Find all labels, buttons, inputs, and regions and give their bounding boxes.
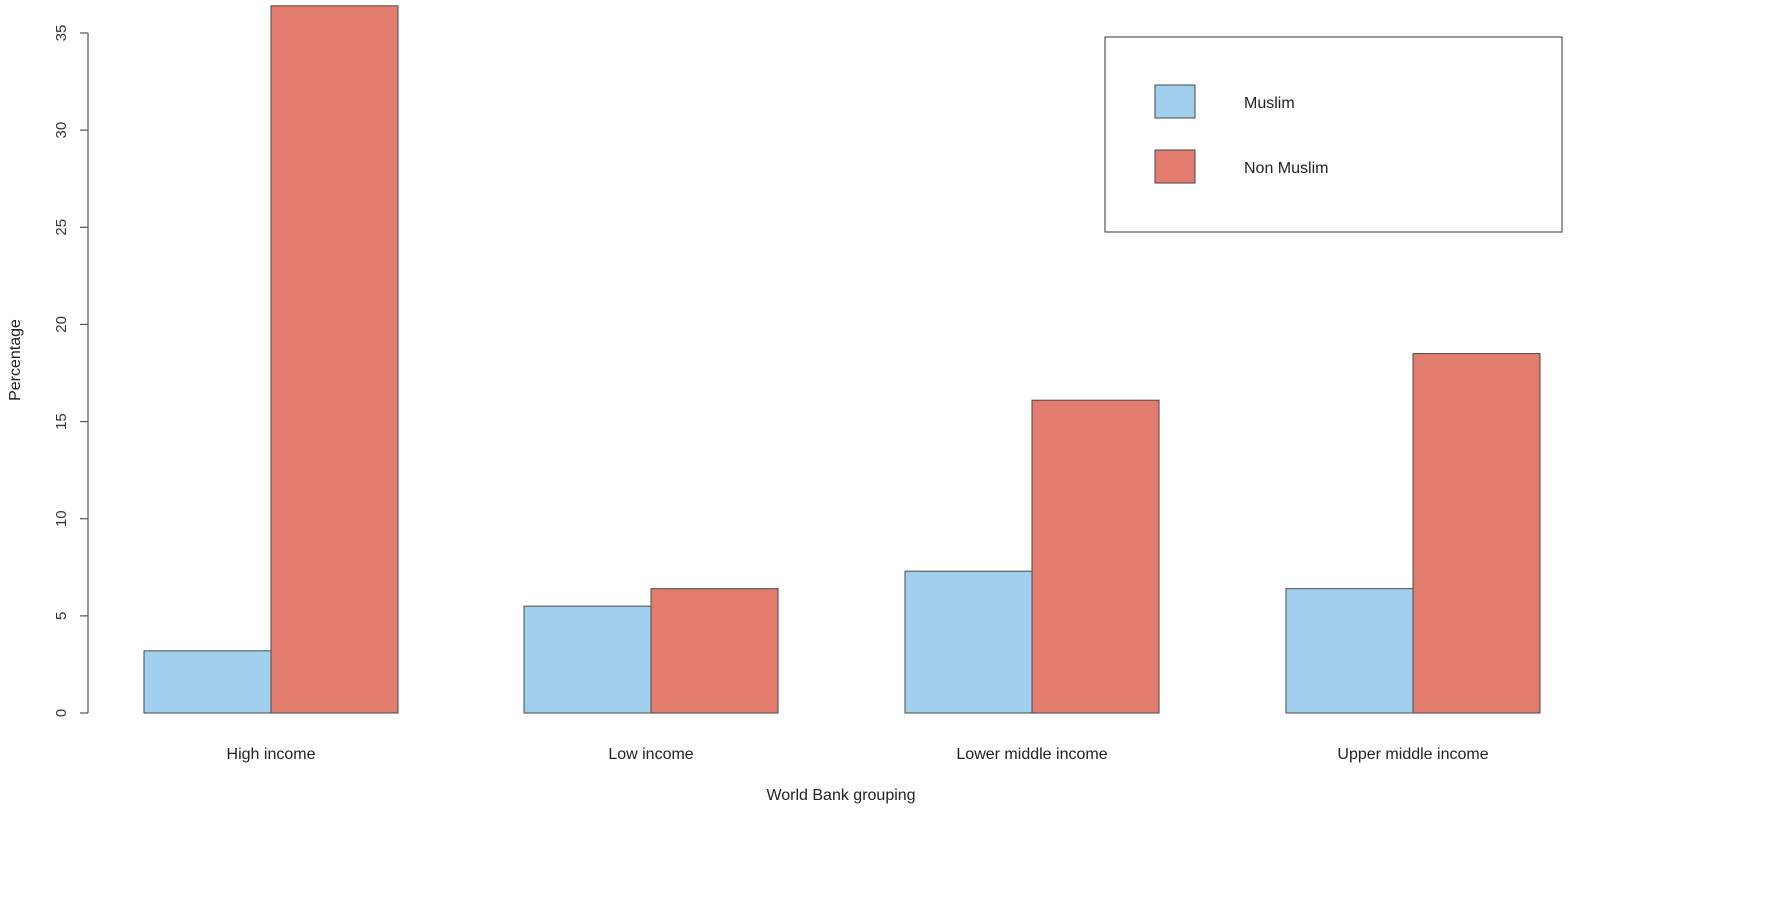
y-tick-label: 35 [53, 25, 70, 42]
bar-group [904, 399, 1160, 714]
legend-label-muslim: Muslim [1244, 95, 1295, 112]
legend-box [1104, 36, 1563, 233]
bar-group [1285, 353, 1541, 714]
y-axis-title: Percentage [7, 319, 24, 401]
y-tick-label: 25 [53, 219, 70, 236]
bar-muslim [523, 605, 652, 714]
x-category-label: Low income [608, 746, 693, 763]
legend-swatch-muslim [1154, 84, 1196, 119]
y-tick-label: 10 [53, 510, 70, 527]
bar-group [523, 588, 779, 714]
x-category-label: High income [227, 746, 316, 763]
bar-group [143, 5, 399, 714]
y-tick-label: 20 [53, 316, 70, 333]
legend-label-non-muslim: Non Muslim [1244, 160, 1328, 177]
y-axis: 0 5 10 15 20 25 30 35 [53, 25, 89, 717]
legend: Muslim Non Muslim [1104, 36, 1563, 233]
y-tick-label: 15 [53, 413, 70, 430]
bar-non-muslim [1031, 399, 1160, 714]
bars [143, 5, 1541, 714]
x-category-label: Upper middle income [1337, 746, 1488, 763]
bar-muslim [904, 570, 1033, 714]
bar-muslim [1285, 588, 1414, 714]
bar-muslim [143, 650, 272, 714]
x-axis-labels: High income Low income Lower middle income… [227, 746, 1489, 763]
y-tick-label: 5 [53, 612, 70, 620]
legend-swatch-non-muslim [1154, 149, 1196, 184]
x-axis-title: World Bank grouping [766, 787, 915, 804]
y-tick-label: 0 [53, 709, 70, 717]
bar-non-muslim [650, 588, 779, 714]
x-category-label: Lower middle income [956, 746, 1107, 763]
bar-non-muslim [270, 5, 399, 714]
bar-non-muslim [1412, 353, 1541, 714]
y-tick-label: 30 [53, 122, 70, 139]
